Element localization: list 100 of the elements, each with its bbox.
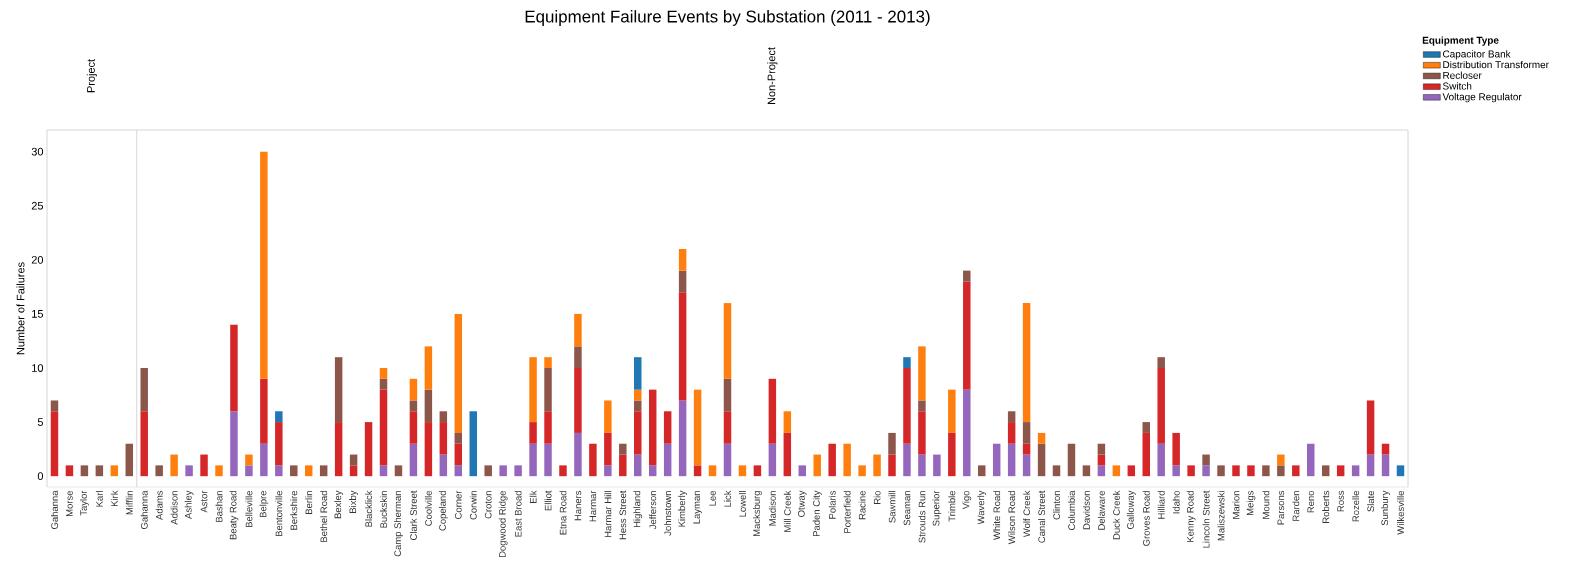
bar — [634, 411, 642, 455]
bar — [992, 443, 1001, 477]
x-tick-label: Parsons — [1277, 490, 1285, 525]
bar — [1157, 443, 1165, 477]
x-tick-label: Dogwood Ridge — [498, 490, 508, 558]
bar — [918, 454, 926, 477]
x-tick-label: Rozelle — [1352, 490, 1360, 522]
bar — [1202, 465, 1210, 477]
x-tick-label: Polaris — [828, 490, 836, 519]
bar — [379, 465, 388, 477]
bar — [604, 400, 612, 433]
bar — [978, 465, 986, 477]
bar — [708, 465, 717, 477]
bar — [1112, 465, 1121, 477]
x-tick-label: Bashan — [215, 491, 223, 522]
x-tick-label: Kenny Road — [1186, 491, 1196, 542]
bar — [663, 443, 672, 477]
x-tick-label: Duck Creek — [1112, 490, 1120, 540]
bar — [140, 368, 148, 412]
x-tick-label: Roberts — [1322, 490, 1330, 523]
bar — [574, 313, 582, 347]
x-tick-label: Madison — [768, 491, 776, 526]
legend-label: Voltage Regulator — [1442, 93, 1522, 103]
x-tick-label: Idaho — [1172, 490, 1180, 514]
bar — [1292, 465, 1300, 477]
bar — [529, 443, 537, 477]
bar — [334, 357, 343, 423]
bar — [155, 465, 163, 477]
bar — [319, 465, 328, 477]
x-tick-label: Elk — [529, 490, 537, 503]
x-tick-label: Bexley — [334, 490, 344, 519]
bar — [918, 400, 926, 412]
bar — [454, 313, 463, 433]
x-tick-label: Reno — [1307, 490, 1315, 513]
bar — [1142, 422, 1150, 433]
bar — [678, 270, 687, 293]
x-tick-label: Coolville — [424, 490, 432, 526]
bar — [50, 400, 59, 412]
bar — [484, 465, 492, 477]
bar — [1067, 443, 1076, 477]
bar — [1172, 465, 1180, 477]
y-tick-label: 25 — [31, 201, 44, 210]
bar — [559, 465, 567, 477]
x-tick-label: Haners — [574, 490, 582, 521]
bar — [888, 432, 896, 455]
bar — [1336, 465, 1345, 477]
bar — [409, 378, 418, 401]
bar — [245, 465, 253, 477]
bar — [544, 368, 552, 412]
bar — [903, 443, 911, 477]
bar — [424, 346, 433, 390]
bar — [364, 422, 373, 477]
bar — [454, 432, 463, 444]
bar — [1202, 454, 1210, 466]
x-tick-label: Davidson — [1082, 491, 1090, 530]
bar — [678, 249, 687, 271]
x-tick-label: Highland — [633, 491, 643, 528]
x-tick-label: Croton — [484, 491, 492, 519]
x-tick-label: Kirk — [110, 490, 118, 507]
bar — [260, 378, 268, 444]
y-tick-label: 0 — [37, 472, 44, 481]
x-tick-label: Otway — [797, 490, 807, 517]
bar — [1187, 465, 1195, 477]
bar — [275, 465, 283, 477]
x-tick-label: Layman — [693, 491, 702, 524]
bar — [1366, 400, 1375, 455]
bar — [1142, 432, 1150, 477]
legend-label: Switch — [1442, 82, 1472, 90]
x-tick-label: Paden City — [812, 490, 822, 537]
x-tick-label: Slate — [1367, 490, 1375, 512]
x-tick-label: East Broad — [514, 491, 522, 537]
x-tick-label: Taylor — [79, 490, 89, 516]
bar — [275, 411, 283, 423]
bar — [50, 411, 59, 477]
bar — [634, 454, 642, 477]
bar — [1097, 443, 1106, 455]
x-tick-label: Trimble — [948, 490, 956, 522]
bar — [918, 346, 926, 401]
bar — [723, 378, 732, 412]
x-tick-label: Copeland — [438, 491, 448, 531]
bar — [1082, 465, 1091, 477]
bar — [245, 454, 253, 466]
bar — [230, 324, 238, 412]
bar — [693, 389, 702, 466]
x-tick-label: Waverly — [977, 490, 987, 525]
bar — [783, 411, 792, 433]
x-tick-label: Berlin — [305, 491, 313, 514]
bar — [918, 411, 926, 455]
bar — [439, 454, 448, 477]
x-tick-label: Ross — [1337, 490, 1344, 512]
bar — [634, 400, 642, 412]
bar — [544, 443, 552, 477]
bar — [798, 465, 807, 477]
bar — [903, 357, 911, 368]
bar — [379, 389, 388, 466]
bar — [424, 422, 433, 477]
x-tick-label: Rio — [873, 490, 881, 504]
bar — [1097, 465, 1106, 477]
x-tick-label: Superior — [932, 490, 942, 526]
bar — [185, 465, 193, 477]
